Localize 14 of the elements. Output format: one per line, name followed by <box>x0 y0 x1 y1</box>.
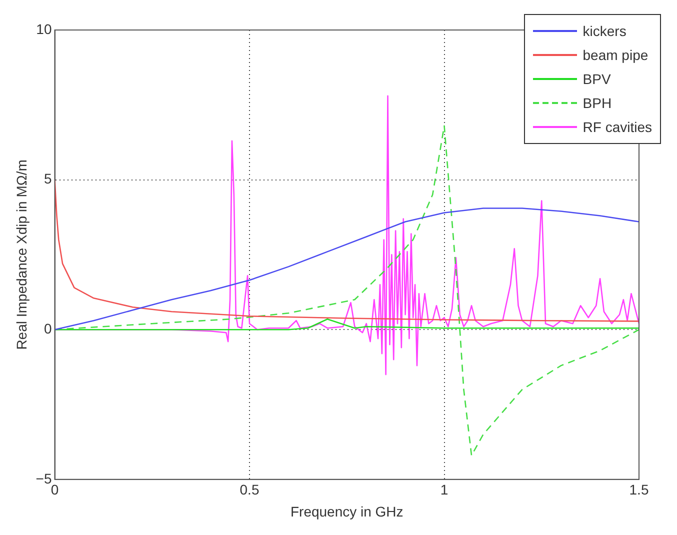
x-tick-label: 1.5 <box>629 482 649 498</box>
x-tick-label: 0.5 <box>240 482 260 498</box>
y-tick-label: 0 <box>44 320 52 336</box>
legend-label: RF cavities <box>582 119 652 135</box>
x-tick-label: 1 <box>440 482 448 498</box>
legend-label: BPH <box>582 95 612 111</box>
legend-label: beam pipe <box>582 47 648 63</box>
legend-label: BPV <box>582 71 611 87</box>
y-tick-label: 10 <box>36 20 52 37</box>
y-tick-label: −5 <box>36 470 52 486</box>
y-tick-label: 5 <box>44 170 52 187</box>
legend-label: kickers <box>582 23 626 39</box>
x-axis-title: Frequency in GHz <box>290 503 404 520</box>
y-axis-title: Real Impedance Xdip in MΩ/m <box>13 160 30 350</box>
